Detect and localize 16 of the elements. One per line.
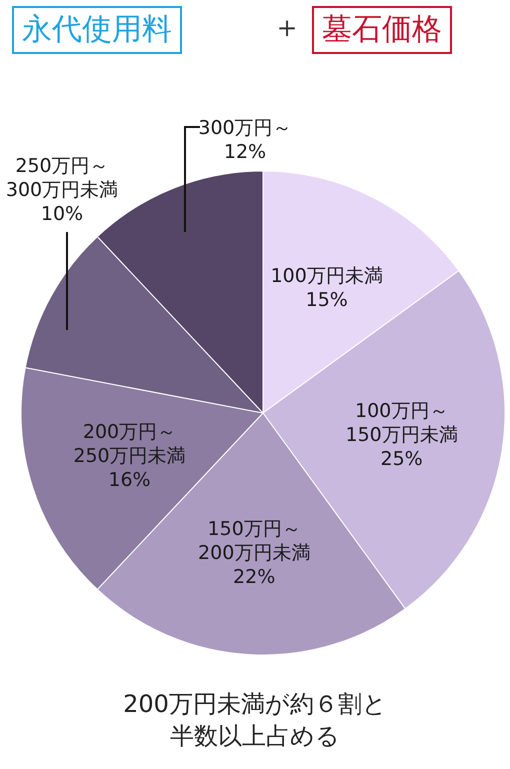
data-label: 10% [40,203,84,225]
slice-label: 200万円～250万円未満 [73,421,186,468]
slice-label: 100万円未満 [270,264,383,287]
slice-label: 300万円～ [198,117,292,139]
text: ＋ [272,6,302,50]
slice-label: 100万円～150万円未満 [345,400,458,446]
chart-subtitle: 墓石価格 [312,6,452,54]
text: 200万円未満が約６割と半数以上占める [122,689,388,752]
slice-label: 150万円～200万円未満 [198,518,310,564]
data-label: 22% [233,566,276,588]
chart-title: 永代使用料 [12,6,182,54]
slice-label: 250万円～300万円未満 [6,155,118,201]
data-label: 16% [108,469,151,492]
data-label: 12% [224,141,266,163]
data-label: 15% [306,288,348,311]
data-label: 25% [380,448,423,470]
